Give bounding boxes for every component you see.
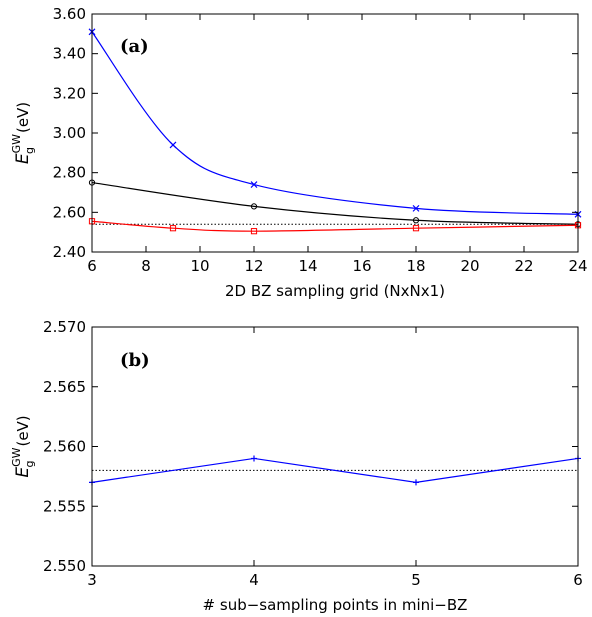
data-point	[412, 217, 420, 224]
y-tick-label: 2.550	[43, 557, 86, 575]
x-tick-label: 8	[141, 257, 151, 275]
x-axis-label: # sub−sampling points in mini−BZ	[203, 596, 468, 614]
x-tick-label: 6	[87, 257, 97, 275]
series-line	[91, 31, 579, 215]
series-line	[91, 457, 579, 483]
x-tick-label: 22	[514, 257, 533, 275]
x-tick-label: 10	[190, 257, 209, 275]
data-point	[169, 225, 177, 232]
series-line	[91, 220, 579, 232]
x-tick-label: 18	[406, 257, 425, 275]
plot-frame	[91, 13, 579, 253]
x-tick-label: 5	[411, 571, 421, 589]
series-line	[91, 181, 579, 225]
data-point	[250, 228, 258, 235]
x-tick-label: 4	[249, 571, 259, 589]
y-tick-label: 3.00	[53, 124, 86, 142]
data-point	[413, 479, 419, 486]
y-tick-label: 2.80	[53, 164, 86, 182]
x-tick-label: 16	[352, 257, 371, 275]
data-point	[251, 455, 257, 462]
x-tick-label: 12	[244, 257, 263, 275]
x-tick-label: 6	[573, 571, 583, 589]
panel-label: (b)	[120, 350, 150, 371]
y-tick-label: 3.40	[53, 45, 86, 63]
y-tick-label: 2.555	[43, 497, 86, 515]
data-point	[412, 225, 420, 232]
y-tick-label: 2.560	[43, 438, 86, 456]
panel-a: 6 8 10 12 14 16 18 20 22 24 2.40 2.60 2.80 3.00 3.20 3.…	[10, 5, 588, 300]
x-tick-label: 24	[568, 257, 587, 275]
y-tick-label: 2.570	[43, 318, 86, 336]
y-axis-label: EGWg(eV)	[10, 102, 36, 164]
panel-label: (a)	[120, 36, 149, 57]
x-axis-label: 2D BZ sampling grid (NxNx1)	[225, 282, 445, 300]
y-tick-label: 2.565	[43, 378, 86, 396]
x-tick-label: 3	[87, 571, 97, 589]
plot-frame	[91, 326, 579, 567]
data-point	[250, 181, 258, 188]
data-point	[412, 204, 420, 212]
y-tick-label: 2.40	[53, 243, 86, 261]
y-tick-label: 3.20	[53, 84, 86, 102]
y-tick-label: 2.60	[53, 203, 86, 221]
data-point	[250, 203, 258, 210]
y-tick-label: 3.60	[53, 5, 86, 23]
x-tick-label: 20	[460, 257, 479, 275]
data-point	[169, 141, 177, 149]
y-axis-label: EGWg(eV)	[10, 415, 36, 477]
x-tick-label: 14	[298, 257, 317, 275]
panel-b: 3 4 5 6 2.550 2.555 2.560 2.565 2.570 (b) # sub−sa…	[10, 318, 583, 614]
